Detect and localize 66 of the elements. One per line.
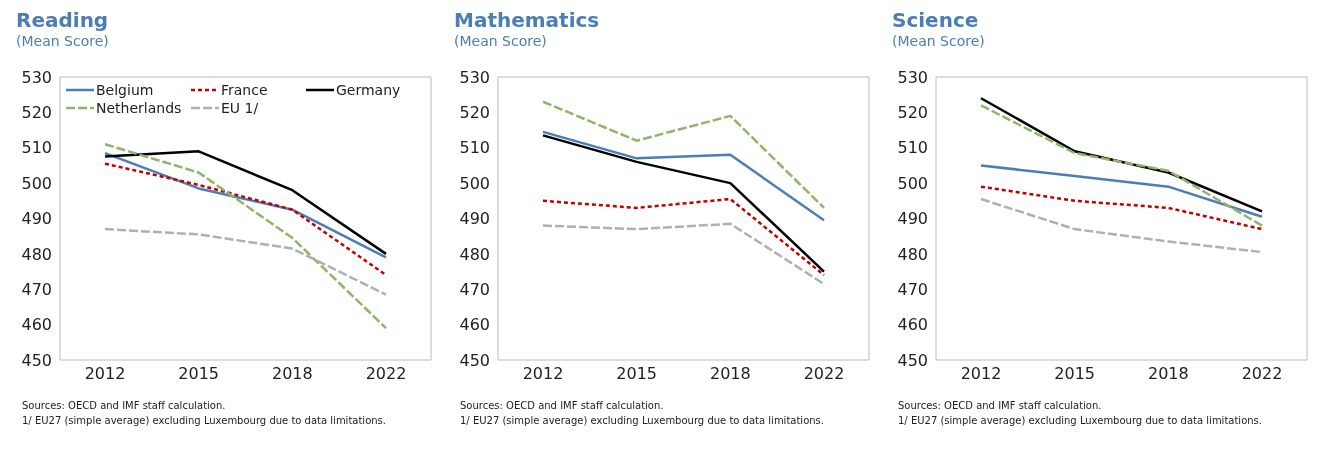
- x-tick-label: 2022: [1241, 364, 1283, 384]
- x-tick-label: 2012: [960, 364, 1002, 384]
- y-tick-label: 530: [459, 67, 490, 87]
- y-tick-label: 470: [21, 279, 52, 299]
- x-tick-label: 2012: [84, 364, 126, 384]
- y-tick-label: 520: [459, 103, 490, 123]
- y-tick-label: 460: [897, 315, 928, 335]
- y-tick-label: 520: [897, 103, 928, 123]
- y-tick-label: 460: [459, 315, 490, 335]
- y-tick-label: 530: [21, 67, 52, 87]
- legend-label: EU 1/: [221, 100, 259, 116]
- line-series: [541, 222, 826, 286]
- x-tick-label: 2022: [365, 364, 407, 384]
- line-series: [541, 197, 826, 277]
- x-tick-label: 2015: [616, 364, 658, 384]
- x-tick-label: 2018: [1147, 364, 1189, 384]
- line-series: [979, 185, 1264, 231]
- chart-title: Mathematics: [454, 8, 601, 33]
- y-tick-label: 500: [897, 173, 928, 193]
- legend-label: Belgium: [96, 82, 154, 98]
- y-tick-label: 450: [21, 350, 52, 370]
- y-tick-label: 490: [21, 209, 52, 229]
- y-tick-label: 520: [21, 103, 52, 123]
- line-series: [979, 104, 1264, 227]
- x-tick-label: 2018: [709, 364, 751, 384]
- line-series: [541, 134, 826, 273]
- y-tick-label: 480: [21, 244, 52, 264]
- y-tick-label: 470: [459, 279, 490, 299]
- line-series: [979, 164, 1264, 218]
- y-tick-label: 490: [459, 209, 490, 229]
- y-tick-label: 470: [897, 279, 928, 299]
- line-series: [541, 100, 826, 210]
- y-tick-label: 460: [21, 315, 52, 335]
- y-tick-label: 510: [459, 138, 490, 158]
- chart-subtitle: (Mean Score): [454, 33, 548, 49]
- text: 1/ EU27 (simple average) excluding Luxembourg due to data limitations.: [460, 414, 825, 428]
- x-tick-label: 2015: [1054, 364, 1096, 384]
- legend-label: Netherlands: [96, 100, 182, 116]
- y-tick-label: 500: [459, 173, 490, 193]
- y-tick-label: 480: [897, 244, 928, 264]
- y-tick-label: 450: [897, 350, 928, 370]
- line-series: [103, 227, 388, 296]
- x-tick-label: 2015: [178, 364, 220, 384]
- text: 1/ EU27 (simple average) excluding Luxembourg due to data limitations.: [898, 414, 1263, 428]
- chart-title: Reading: [16, 8, 110, 33]
- x-tick-label: 2018: [271, 364, 313, 384]
- line-series: [541, 130, 826, 222]
- line-series: [103, 142, 388, 330]
- y-tick-label: 500: [21, 173, 52, 193]
- source-note: Sources: OECD and IMF staff calculation.: [460, 399, 665, 413]
- y-tick-label: 490: [897, 209, 928, 229]
- y-tick-label: 530: [897, 67, 928, 87]
- y-tick-label: 510: [897, 138, 928, 158]
- y-tick-label: 510: [21, 138, 52, 158]
- x-tick-label: 2022: [803, 364, 845, 384]
- chart-subtitle: (Mean Score): [892, 33, 986, 49]
- legend-label: France: [221, 82, 268, 98]
- source-note: Sources: OECD and IMF staff calculation.: [22, 399, 227, 413]
- y-tick-label: 450: [459, 350, 490, 370]
- x-tick-label: 2012: [522, 364, 564, 384]
- text: 1/ EU27 (simple average) excluding Luxembourg due to data limitations.: [22, 414, 387, 428]
- legend-label: Germany: [336, 82, 401, 98]
- chart-subtitle: (Mean Score): [16, 33, 110, 49]
- chart-title: Science: [892, 8, 980, 33]
- source-note: Sources: OECD and IMF staff calculation.: [898, 399, 1103, 413]
- y-tick-label: 480: [459, 244, 490, 264]
